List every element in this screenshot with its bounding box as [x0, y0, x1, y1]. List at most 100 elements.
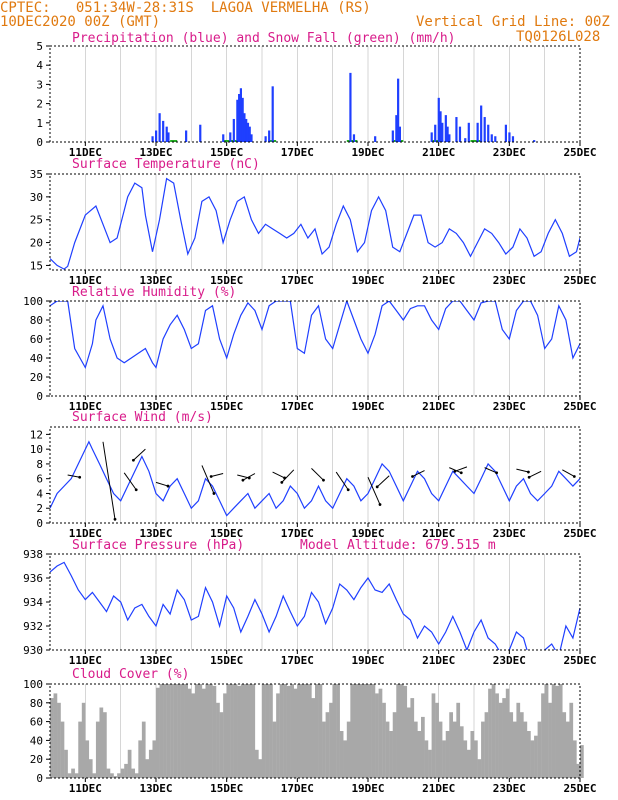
wind-panel: 0 2 46 8 10 12 11DEC 13DEC 15DEC 17DEC 19DEC 21DEC 2…	[30, 410, 597, 540]
y-tick-label: 40	[30, 352, 43, 365]
y-tick-label: 4	[36, 59, 43, 72]
y-tick-label: 2	[36, 502, 43, 515]
cloud-bar	[431, 693, 436, 778]
cloud-bar	[357, 684, 362, 778]
cloud-bar	[138, 740, 143, 778]
precip-bar	[441, 122, 444, 142]
y-tick-label: 60	[30, 333, 43, 346]
wind-arrow	[102, 441, 116, 520]
cloud-bar	[484, 712, 489, 778]
cloud-bar	[293, 688, 298, 778]
cloud-bar	[201, 688, 206, 778]
wind-arrow	[484, 467, 497, 474]
cloud-bar	[191, 693, 196, 778]
wind-arrow-head	[78, 475, 82, 479]
cloud-bar	[565, 721, 570, 778]
precip-bar	[268, 130, 271, 142]
cloud-bar	[247, 684, 252, 778]
y-tick-label: 20	[30, 371, 43, 384]
y-tick-label: 0	[36, 136, 43, 149]
precip-bar	[162, 120, 165, 142]
cloud-bar	[389, 731, 393, 778]
cloud-bar	[413, 721, 418, 778]
y-tick-label: 4	[36, 487, 43, 500]
x-tick-label: 21DEC	[422, 782, 455, 795]
cloud-bar	[110, 773, 114, 778]
x-tick-label: 17DEC	[281, 400, 314, 413]
precip-bar	[398, 126, 401, 142]
x-tick-label: 19DEC	[351, 274, 384, 287]
wind-arrow-head	[209, 475, 213, 478]
cloud-bar	[336, 684, 340, 778]
cloud-bar	[399, 684, 404, 778]
wind-arrow-head	[134, 488, 138, 492]
x-tick-label: 21DEC	[422, 400, 455, 413]
temp-title: Surface Temperature (nC)	[72, 157, 260, 172]
precip-bar	[349, 72, 352, 142]
cloud-bar	[325, 712, 330, 778]
x-tick-label: 13DEC	[139, 146, 172, 159]
cloud-bar	[343, 740, 347, 778]
cloud-bar	[350, 684, 355, 778]
x-tick-label: 15DEC	[210, 400, 243, 413]
cloud-bar	[304, 684, 309, 778]
cloud-bar	[57, 702, 61, 778]
cloud-bar	[541, 693, 545, 778]
cloud-bar	[410, 698, 415, 778]
x-tick-label: 23DEC	[493, 782, 526, 795]
precip-bar	[444, 115, 447, 142]
wind-arrow-head	[411, 475, 414, 478]
wind-arrow	[335, 471, 349, 491]
wind-arrow-head	[346, 488, 350, 492]
cloud-bar	[424, 740, 429, 778]
cloud-bar	[254, 749, 259, 778]
wind-arrow-head	[459, 471, 463, 475]
x-tick-label: 23DEC	[493, 654, 526, 667]
cloud-bar	[74, 773, 79, 778]
x-tick-label: 23DEC	[493, 527, 526, 540]
precip-bar	[199, 124, 202, 142]
x-tick-label: 21DEC	[422, 274, 455, 287]
temp-panel: 15 20 25 30 35 11DEC 13DEC 15DEC 17DEC 19DEC 21DEC…	[30, 157, 597, 287]
cloud-bar	[491, 684, 496, 778]
cloud-bar	[113, 776, 118, 778]
precip-bar	[480, 105, 483, 142]
cloud-bar	[311, 698, 316, 778]
cloud-bar	[159, 684, 164, 778]
wind-arrow	[516, 468, 529, 473]
x-tick-label: 25DEC	[563, 146, 596, 159]
pressure-annotation: Model Altitude: 679.515 m	[300, 538, 496, 553]
wind-arrow	[367, 477, 381, 505]
cloud-panel: 0 20 40 60 80 100 11DEC 13DEC 15DEC 17DEC 19DEC 21D…	[23, 667, 596, 795]
wind-arrow-head	[322, 478, 325, 482]
cloud-bar	[548, 702, 552, 778]
cloud-bar	[428, 749, 432, 778]
cloud-bar	[406, 707, 411, 778]
precip-bar	[185, 130, 188, 142]
x-tick-label: 13DEC	[139, 274, 172, 287]
y-tick-label: 930	[23, 644, 43, 657]
cloud-bar	[396, 684, 400, 778]
y-tick-label: 10	[30, 443, 43, 456]
cloud-bar	[265, 684, 270, 778]
precip-bar	[464, 138, 467, 142]
cloud-bar	[163, 684, 167, 778]
precip-bar	[232, 118, 235, 142]
cloud-bar	[438, 721, 443, 778]
cloud-bar	[95, 721, 100, 778]
wind-series-line	[50, 440, 580, 517]
cloud-bar	[180, 684, 185, 778]
wind-arrow	[311, 467, 324, 481]
cloud-bar	[297, 684, 302, 778]
x-tick-label: 11DEC	[69, 654, 102, 667]
x-tick-label: 11DEC	[69, 274, 102, 287]
x-tick-label: 11DEC	[69, 146, 102, 159]
y-tick-label: 938	[23, 548, 43, 561]
cloud-bar	[233, 684, 238, 778]
cloud-bar	[124, 763, 128, 778]
x-tick-label: 19DEC	[351, 527, 384, 540]
cloud-bar	[240, 684, 245, 778]
cloud-bar	[50, 698, 54, 778]
precip-bar	[151, 136, 154, 142]
